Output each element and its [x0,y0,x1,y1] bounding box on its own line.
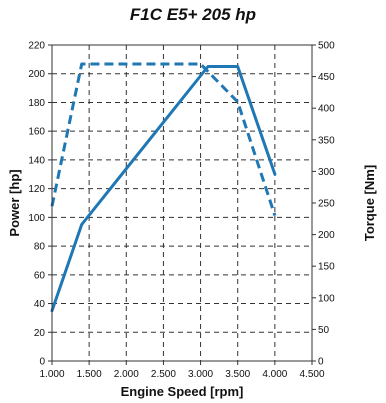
y-left-tick-label: 0 [39,357,45,368]
y-right-tick-label: 50 [318,325,330,336]
y-left-tick-label: 100 [28,213,45,224]
x-tick-label: 1.500 [77,369,102,380]
tick-labels: 1.000 1.500 2.000 2.500 3.000 3.500 4.000 4.500… [28,41,335,381]
plot-frame [51,44,313,362]
y-left-tick-label: 140 [28,155,45,166]
y-left-tick-label: 120 [28,184,45,195]
y-left-tick-label: 60 [34,270,46,281]
power-series-line [50,65,277,313]
grid [52,45,312,361]
y-right-tick-label: 200 [318,230,335,241]
y-left-tick-label: 40 [34,299,46,310]
y-left-tick-label: 160 [28,127,45,138]
x-tick-label: 4.000 [262,369,287,380]
y-right-tick-label: 450 [318,72,335,83]
y-axis-label-left: Power [hp] [7,169,22,236]
y-left-tick-label: 200 [28,69,45,80]
y-left-tick-label: 20 [34,328,46,339]
y-right-tick-label: 300 [318,167,335,178]
x-axis-label: Engine Speed [rpm] [121,384,244,399]
y-right-tick-label: 400 [318,104,335,115]
y-right-tick-label: 500 [318,41,335,52]
x-tick-label: 3.500 [225,369,250,380]
y-axis-label-right: Torque [Nm] [362,165,377,241]
y-right-tick-label: 350 [318,135,335,146]
chart-title: F1C E5+ 205 hp [129,5,257,24]
torque-series-line [50,62,277,217]
y-left-tick-label: 220 [28,41,45,52]
x-tick-label: 1.000 [39,369,64,380]
y-right-tick-label: 100 [318,293,335,304]
x-tick-label: 3.000 [188,369,213,380]
y-right-tick-label: 0 [318,357,324,368]
x-tick-label: 2.500 [151,369,176,380]
y-left-tick-label: 180 [28,98,45,109]
y-left-tick-label: 80 [34,242,46,253]
series-group [50,62,277,313]
y-right-tick-label: 250 [318,199,335,210]
x-tick-label: 2.000 [114,369,139,380]
y-right-tick-label: 150 [318,262,335,273]
x-tick-label: 4.500 [299,369,324,380]
